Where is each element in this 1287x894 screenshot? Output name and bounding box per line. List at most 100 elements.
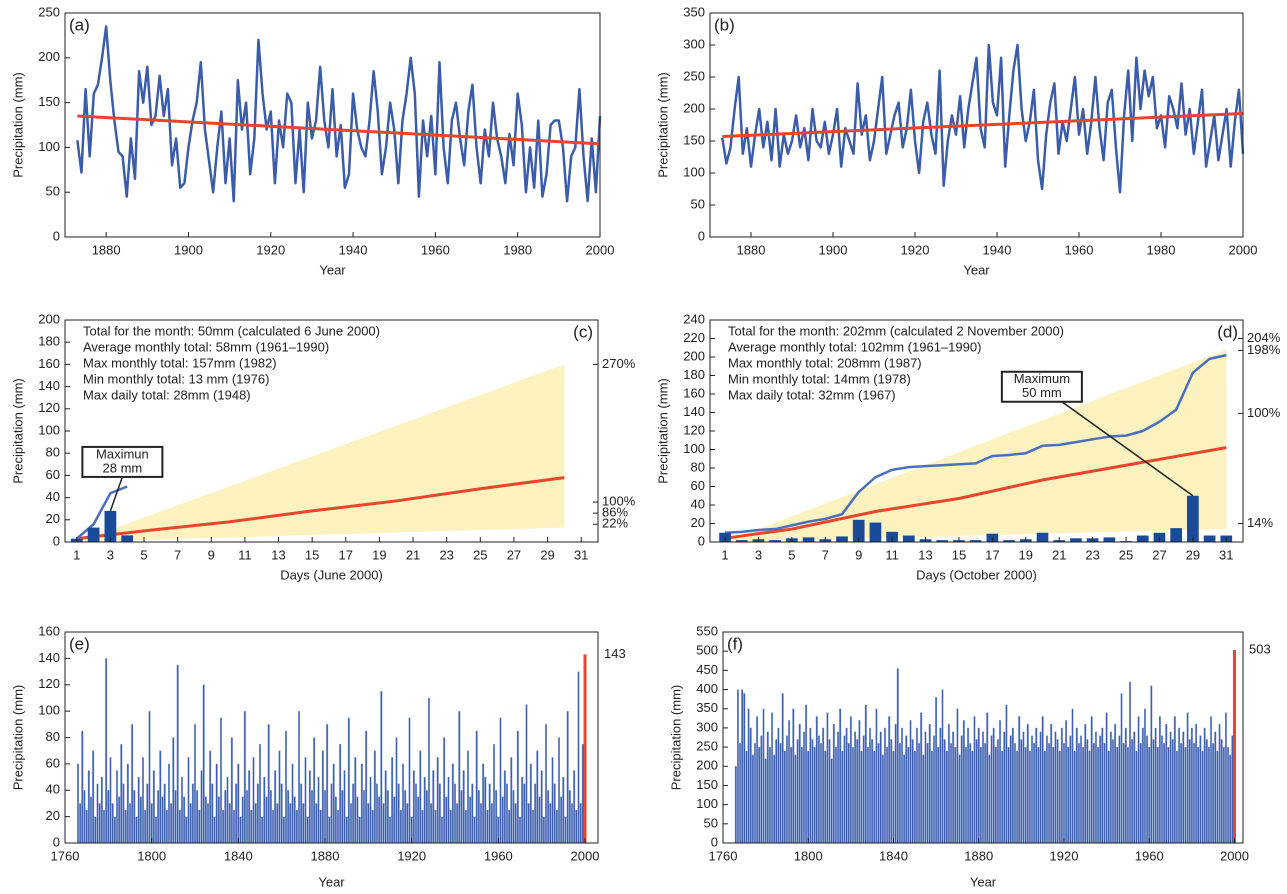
year-bar xyxy=(447,776,450,844)
year-bar xyxy=(854,731,857,844)
year-bar xyxy=(1107,750,1110,844)
year-bar xyxy=(512,790,515,844)
right-label: 270% xyxy=(602,356,636,371)
panel-label: (a) xyxy=(69,15,90,34)
daily-bar xyxy=(1036,532,1049,542)
year-bar xyxy=(866,746,869,844)
year-bar xyxy=(962,720,965,844)
x-tick-label: 2000 xyxy=(1229,242,1258,257)
year-bar xyxy=(295,809,298,844)
year-bar xyxy=(1150,685,1153,844)
year-bar xyxy=(135,816,138,844)
year-bar xyxy=(269,790,272,844)
year-bar xyxy=(1071,708,1074,844)
year-bar xyxy=(807,750,810,844)
year-bar xyxy=(739,743,742,844)
x-tick-label: 2000 xyxy=(571,848,600,863)
year-bar xyxy=(967,727,970,844)
x-axis-title: Days (June 2000) xyxy=(280,567,383,582)
panel-label: (b) xyxy=(714,15,735,34)
year-bar xyxy=(1169,731,1172,844)
year-bar xyxy=(144,809,147,844)
average-line xyxy=(76,476,565,541)
year-bar xyxy=(254,803,257,844)
year-bar xyxy=(529,763,532,844)
x-tick-label: 13 xyxy=(271,547,285,562)
year-bar xyxy=(581,743,584,844)
year-bar xyxy=(248,770,251,844)
year-bar xyxy=(460,790,463,844)
y-tick-label: 180 xyxy=(683,367,705,382)
year-bar xyxy=(549,803,552,844)
year-bar xyxy=(1024,746,1027,844)
year-bar xyxy=(282,816,285,844)
year-bar xyxy=(516,730,519,844)
year-bar xyxy=(1139,743,1142,844)
year-bar xyxy=(525,704,528,844)
year-bar xyxy=(479,803,483,844)
year-bar xyxy=(922,754,925,844)
year-bar xyxy=(215,763,218,844)
year-bar xyxy=(1231,735,1234,844)
year-bar xyxy=(996,739,999,844)
year-bar xyxy=(219,717,223,844)
year-bar xyxy=(1212,743,1215,844)
y-tick-label: 160 xyxy=(38,356,60,371)
year-bar xyxy=(308,770,311,844)
year-bar xyxy=(445,796,448,844)
daily-bar xyxy=(886,531,898,542)
year-bar xyxy=(877,743,880,844)
daily-bar xyxy=(1187,495,1199,542)
year-bar xyxy=(198,809,201,844)
x-tick-label: 1920 xyxy=(256,242,285,257)
year-bar xyxy=(947,723,950,844)
range-band xyxy=(725,349,1227,542)
year-bar xyxy=(760,735,763,844)
year-bar xyxy=(427,697,431,844)
year-bar xyxy=(579,803,582,844)
year-bar xyxy=(798,723,801,844)
year-bar xyxy=(813,746,816,844)
year-bar xyxy=(1184,746,1187,844)
year-bar xyxy=(952,731,955,844)
year-bar xyxy=(167,763,171,844)
x-axis-title: Year xyxy=(970,874,997,889)
year-bar xyxy=(1171,739,1174,844)
year-bar xyxy=(423,776,426,844)
daily-bar xyxy=(121,535,134,542)
year-bar xyxy=(317,776,320,844)
year-bar xyxy=(892,750,895,844)
y-tick-label: 20 xyxy=(691,515,705,530)
year-bar xyxy=(988,754,991,844)
y-tick-label: 60 xyxy=(46,467,60,482)
y-tick-label: 240 xyxy=(683,311,705,326)
year-bar xyxy=(1007,746,1010,844)
precip-line xyxy=(76,25,602,203)
year-bar xyxy=(1077,743,1080,844)
year-bar xyxy=(911,739,914,844)
year-bar xyxy=(209,750,212,844)
right-label: 100% xyxy=(1247,405,1281,420)
year-bar xyxy=(1045,735,1048,844)
daily-bar xyxy=(852,519,865,542)
year-bar xyxy=(252,757,255,844)
year-bar xyxy=(864,704,867,844)
year-bar xyxy=(935,697,938,844)
year-bar xyxy=(330,783,333,844)
year-bar xyxy=(566,710,569,844)
year-bar xyxy=(826,712,829,844)
x-tick-label: 1 xyxy=(73,547,80,562)
x-tick-label: 1900 xyxy=(174,242,203,257)
year-bar xyxy=(492,743,496,844)
year-bar xyxy=(817,735,820,844)
year-bar xyxy=(243,710,246,844)
year-bar xyxy=(932,735,935,844)
y-tick-label: 350 xyxy=(696,700,718,715)
highlight-bar xyxy=(1232,650,1236,843)
year-bar xyxy=(332,763,335,844)
x-tick-label: 21 xyxy=(406,547,420,562)
year-bar xyxy=(903,754,906,844)
year-bar xyxy=(843,735,846,844)
year-bar xyxy=(954,746,957,844)
x-tick-label: 1800 xyxy=(794,848,823,863)
